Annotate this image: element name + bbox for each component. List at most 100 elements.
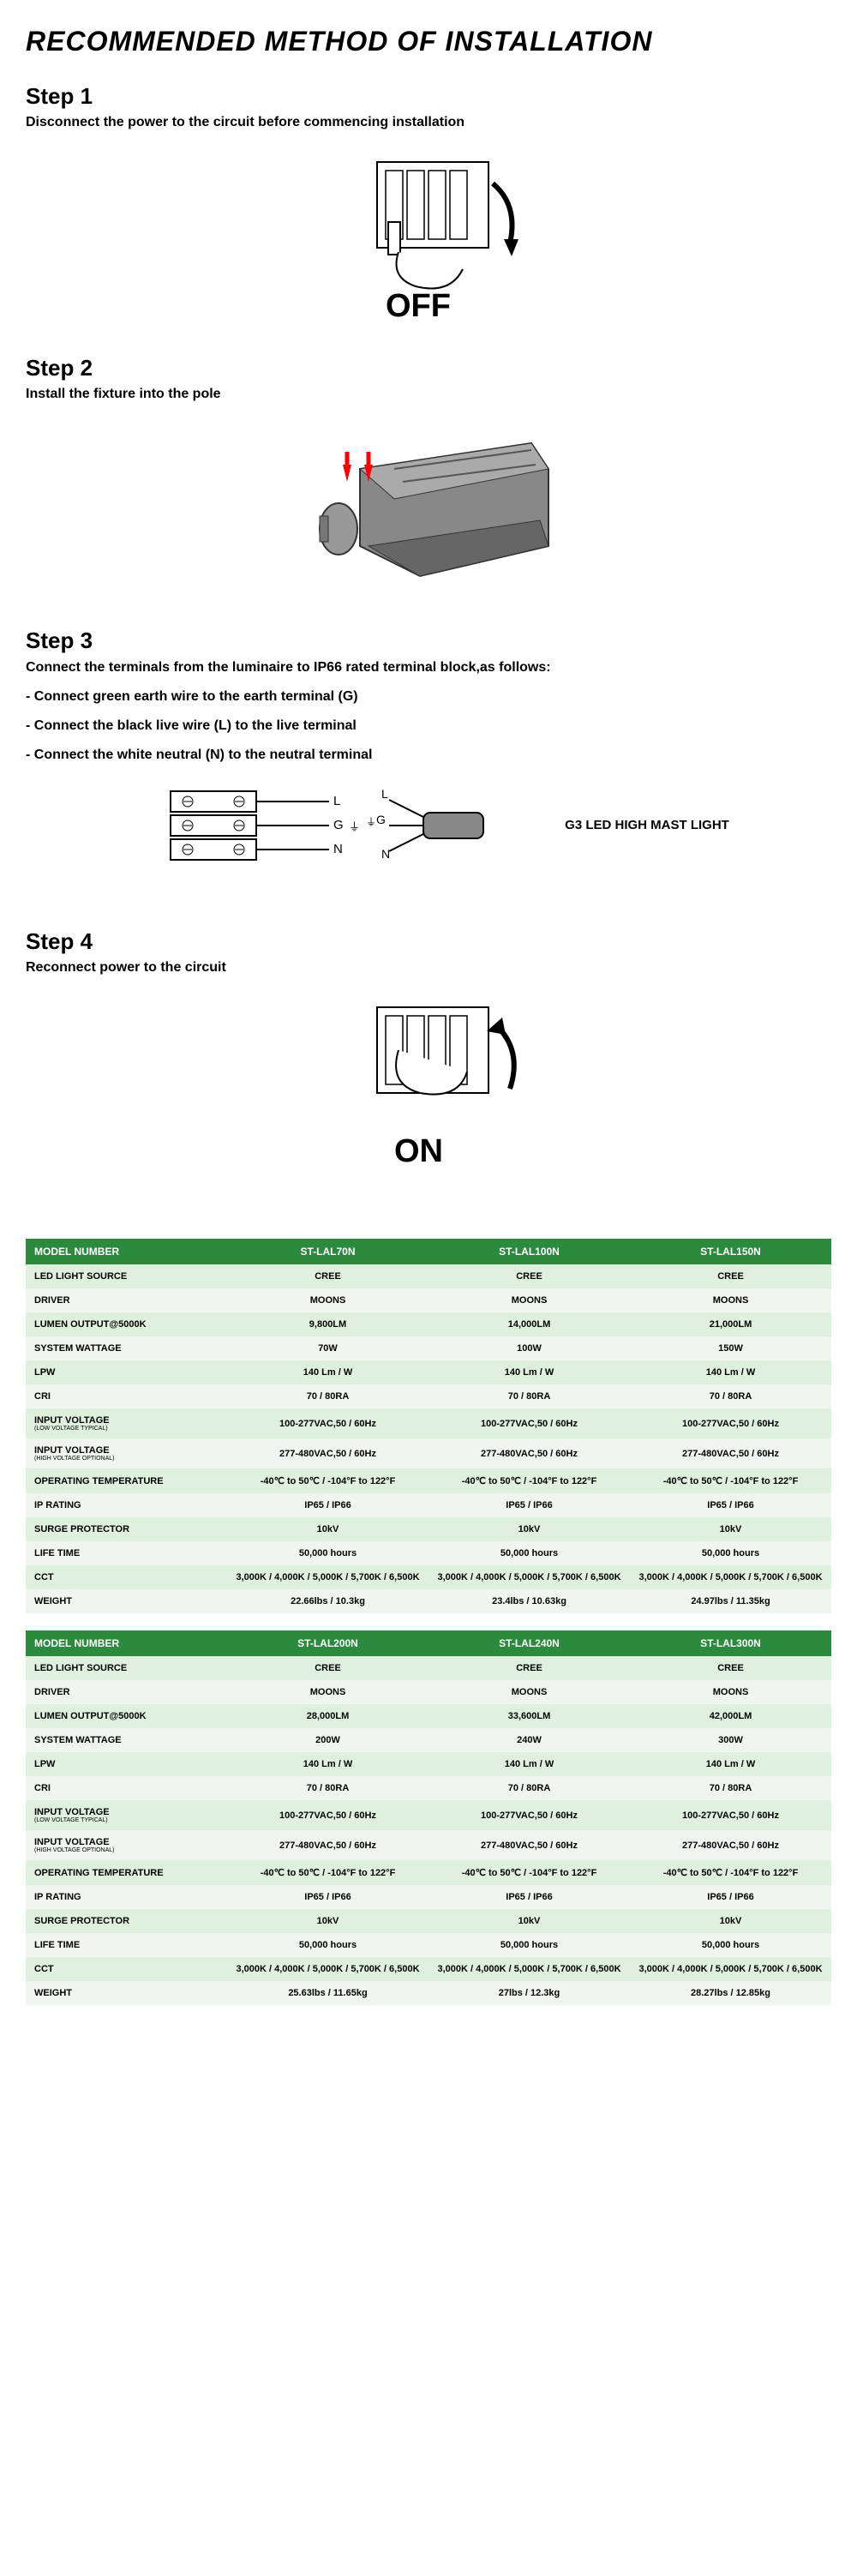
row-label: SYSTEM WATTAGE bbox=[26, 1728, 227, 1752]
cell: 10kV bbox=[630, 1517, 831, 1541]
cell: 50,000 hours bbox=[227, 1541, 428, 1565]
cell: IP65 / IP66 bbox=[428, 1885, 630, 1909]
cell: 22.66lbs / 10.3kg bbox=[227, 1589, 428, 1613]
row-label: SURGE PROTECTOR bbox=[26, 1517, 227, 1541]
table-row: WEIGHT25.63lbs / 11.65kg27lbs / 12.3kg28… bbox=[26, 1981, 831, 2005]
row-label: INPUT VOLTAGE(HIGH VOLTAGE OPTIONAL) bbox=[26, 1438, 227, 1468]
step1-desc: Disconnect the power to the circuit befo… bbox=[26, 113, 831, 132]
row-label: INPUT VOLTAGE(HIGH VOLTAGE OPTIONAL) bbox=[26, 1830, 227, 1860]
table-row: DRIVERMOONSMOONSMOONS bbox=[26, 1680, 831, 1704]
step3-diagram: L G ⏚ N L G ⏚ N G3 LED HIGH MAST LIGHT bbox=[26, 774, 831, 877]
step3-line2: - Connect the black live wire (L) to the… bbox=[26, 716, 831, 736]
table-row: LED LIGHT SOURCECREECREECREE bbox=[26, 1656, 831, 1680]
step2-title: Step 2 bbox=[26, 355, 831, 381]
table-row: LPW140 Lm / W140 Lm / W140 Lm / W bbox=[26, 1360, 831, 1384]
table-row: INPUT VOLTAGE(LOW VOLTAGE TYPICAL) 100-27… bbox=[26, 1408, 831, 1438]
label-G: G bbox=[333, 818, 344, 832]
cell: 70 / 80RA bbox=[630, 1776, 831, 1800]
cell: CREE bbox=[428, 1656, 630, 1680]
th-c3: ST-LAL150N bbox=[630, 1239, 831, 1264]
step4-diagram: ON bbox=[26, 990, 831, 1174]
table-row: CRI70 / 80RA70 / 80RA70 / 80RA bbox=[26, 1776, 831, 1800]
table-row: LED LIGHT SOURCECREECREECREE bbox=[26, 1264, 831, 1288]
table-row: WEIGHT22.66lbs / 10.3kg23.4lbs / 10.63kg… bbox=[26, 1589, 831, 1613]
cell: 3,000K / 4,000K / 5,000K / 5,700K / 6,50… bbox=[630, 1957, 831, 1981]
label-N: N bbox=[333, 842, 343, 856]
cell: 277-480VAC,50 / 60Hz bbox=[428, 1830, 630, 1860]
cell: 300W bbox=[630, 1728, 831, 1752]
cell: -40℃ to 50℃ / -104°F to 122°F bbox=[630, 1468, 831, 1493]
cell: MOONS bbox=[428, 1288, 630, 1312]
cell: 150W bbox=[630, 1336, 831, 1360]
cell: 100-277VAC,50 / 60Hz bbox=[227, 1800, 428, 1830]
table-row: LUMEN OUTPUT@5000K28,000LM33,600LM42,000… bbox=[26, 1704, 831, 1728]
cell: 100-277VAC,50 / 60Hz bbox=[428, 1800, 630, 1830]
table-row: SURGE PROTECTOR10kV10kV10kV bbox=[26, 1517, 831, 1541]
cell: 3,000K / 4,000K / 5,000K / 5,700K / 6,50… bbox=[428, 1565, 630, 1589]
th-c3: ST-LAL300N bbox=[630, 1630, 831, 1656]
cell: 25.63lbs / 11.65kg bbox=[227, 1981, 428, 2005]
cell: 70 / 80RA bbox=[428, 1384, 630, 1408]
table-row: CCT3,000K / 4,000K / 5,000K / 5,700K / 6… bbox=[26, 1565, 831, 1589]
table-row: SYSTEM WATTAGE70W100W150W bbox=[26, 1336, 831, 1360]
cell: 277-480VAC,50 / 60Hz bbox=[630, 1830, 831, 1860]
cell: CREE bbox=[630, 1264, 831, 1288]
row-label: WEIGHT bbox=[26, 1981, 227, 2005]
cell: MOONS bbox=[227, 1680, 428, 1704]
cell: 28.27lbs / 12.85kg bbox=[630, 1981, 831, 2005]
cell: 277-480VAC,50 / 60Hz bbox=[227, 1438, 428, 1468]
cell: 70 / 80RA bbox=[227, 1776, 428, 1800]
table-row: INPUT VOLTAGE(LOW VOLTAGE TYPICAL)100-27… bbox=[26, 1800, 831, 1830]
table-row: SYSTEM WATTAGE200W240W300W bbox=[26, 1728, 831, 1752]
cell: IP65 / IP66 bbox=[227, 1493, 428, 1517]
table-row: LIFE TIME50,000 hours50,000 hours50,000 … bbox=[26, 1541, 831, 1565]
row-label: INPUT VOLTAGE(LOW VOLTAGE TYPICAL) bbox=[26, 1408, 227, 1438]
cell: 23.4lbs / 10.63kg bbox=[428, 1589, 630, 1613]
th-c1: ST-LAL70N bbox=[227, 1239, 428, 1264]
cell: 70 / 80RA bbox=[428, 1776, 630, 1800]
table-row: LUMEN OUTPUT@5000K9,800LM14,000LM21,000L… bbox=[26, 1312, 831, 1336]
row-label: SYSTEM WATTAGE bbox=[26, 1336, 227, 1360]
cell: 50,000 hours bbox=[630, 1541, 831, 1565]
cell: 140 Lm / W bbox=[630, 1360, 831, 1384]
row-label: OPERATING TEMPERATURE bbox=[26, 1468, 227, 1493]
row-label: LUMEN OUTPUT@5000K bbox=[26, 1704, 227, 1728]
row-label: OPERATING TEMPERATURE bbox=[26, 1860, 227, 1885]
table-row: IP RATINGIP65 / IP66IP65 / IP66IP65 / IP… bbox=[26, 1493, 831, 1517]
cell: -40℃ to 50℃ / -104°F to 122°F bbox=[227, 1860, 428, 1885]
cell: 240W bbox=[428, 1728, 630, 1752]
off-label: OFF bbox=[386, 288, 451, 324]
cell: 70 / 80RA bbox=[630, 1384, 831, 1408]
table-row: OPERATING TEMPERATURE-40℃ to 50℃ / -104°… bbox=[26, 1860, 831, 1885]
cell: 10kV bbox=[227, 1909, 428, 1933]
cell: 277-480VAC,50 / 60Hz bbox=[227, 1830, 428, 1860]
cell: IP65 / IP66 bbox=[630, 1493, 831, 1517]
table-row: DRIVERMOONSMOONSMOONS bbox=[26, 1288, 831, 1312]
cell: 21,000LM bbox=[630, 1312, 831, 1336]
cell: 50,000 hours bbox=[428, 1933, 630, 1957]
cell: 100-277VAC,50 / 60Hz bbox=[630, 1408, 831, 1438]
cell: CREE bbox=[630, 1656, 831, 1680]
row-label: DRIVER bbox=[26, 1288, 227, 1312]
step1-diagram: OFF bbox=[26, 145, 831, 329]
row-label: CRI bbox=[26, 1384, 227, 1408]
row-label: LIFE TIME bbox=[26, 1933, 227, 1957]
cell: 100-277VAC,50 / 60Hz bbox=[428, 1408, 630, 1438]
table2-header: MODEL NUMBER ST-LAL200N ST-LAL240N ST-LA… bbox=[26, 1630, 831, 1656]
cell: 24.97lbs / 11.35kg bbox=[630, 1589, 831, 1613]
cell: 277-480VAC,50 / 60Hz bbox=[428, 1438, 630, 1468]
table-row: OPERATING TEMPERATURE-40℃ to 50℃ / -104°… bbox=[26, 1468, 831, 1493]
label-L2: L bbox=[381, 787, 388, 801]
wiring-side-label: G3 LED HIGH MAST LIGHT bbox=[565, 818, 729, 832]
th-model: MODEL NUMBER bbox=[26, 1630, 227, 1656]
th-c1: ST-LAL200N bbox=[227, 1630, 428, 1656]
table-row: INPUT VOLTAGE(HIGH VOLTAGE OPTIONAL)277-… bbox=[26, 1438, 831, 1468]
cell: 10kV bbox=[630, 1909, 831, 1933]
step1-title: Step 1 bbox=[26, 83, 831, 110]
cell: 70 / 80RA bbox=[227, 1384, 428, 1408]
cell: MOONS bbox=[227, 1288, 428, 1312]
cell: -40℃ to 50℃ / -104°F to 122°F bbox=[227, 1468, 428, 1493]
cell: MOONS bbox=[428, 1680, 630, 1704]
cell: 277-480VAC,50 / 60Hz bbox=[630, 1438, 831, 1468]
svg-text:⏚: ⏚ bbox=[349, 820, 360, 833]
